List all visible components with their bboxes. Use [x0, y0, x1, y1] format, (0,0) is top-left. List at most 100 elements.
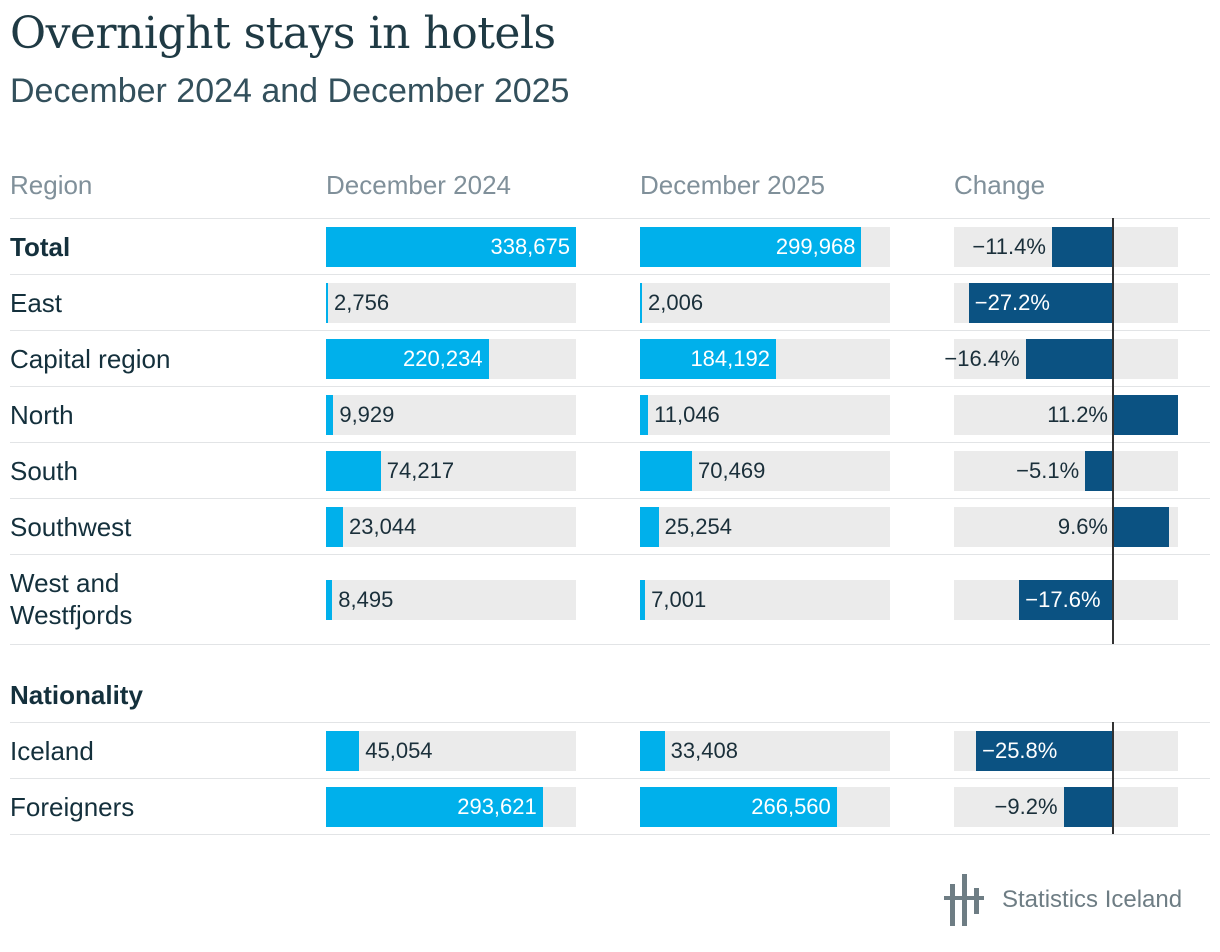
- dec2025-bar: [640, 787, 837, 827]
- dec2025-track: 184,192: [640, 339, 890, 379]
- statistics-iceland-logo-icon: [944, 874, 984, 926]
- dec2025-bar: [640, 580, 646, 620]
- change-bar: [1112, 395, 1178, 435]
- dec2025-value-label: 33,408: [670, 738, 738, 763]
- row-label: Iceland: [10, 736, 94, 766]
- change-bar: [976, 731, 1112, 771]
- change-value-label: −17.6%: [1025, 587, 1101, 612]
- change-bar: [1085, 451, 1112, 491]
- dec2024-bar: [326, 451, 381, 491]
- dec2024-bar: [326, 283, 329, 323]
- dec2024-track: 8,495: [326, 580, 576, 620]
- row-label: Capital region: [10, 344, 171, 374]
- dec2024-bar: [326, 339, 489, 379]
- change-bar: [1019, 580, 1112, 620]
- dec2025-track: 70,469: [640, 451, 890, 491]
- chart-title: Overnight stays in hotels: [10, 8, 556, 59]
- dec2025-track: 2,006: [640, 283, 890, 323]
- dec2024-value-label: 74,217: [386, 458, 455, 483]
- row-divider: [10, 498, 1210, 499]
- dec2025-bar: [640, 507, 659, 547]
- change-value-label: −5.1%: [1016, 458, 1080, 483]
- dec2024-bar: [326, 395, 334, 435]
- change-value-label: −25.8%: [982, 738, 1058, 763]
- dec2025-value-label: 2,006: [648, 290, 704, 315]
- dec2024-track: 220,234: [326, 339, 576, 379]
- change-track: −27.2%: [954, 283, 1178, 323]
- dec2025-track: 25,254: [640, 507, 890, 547]
- dec2025-value-label: 299,968: [775, 234, 856, 259]
- dec2025-track: 266,560: [640, 787, 890, 827]
- row-divider: [10, 386, 1210, 387]
- dec2024-bar: [326, 507, 343, 547]
- dec2024-track: 74,217: [326, 451, 576, 491]
- dec2024-track: 45,054: [326, 731, 576, 771]
- dec2025-track: 11,046: [640, 395, 890, 435]
- dec2024-value-label: 45,054: [365, 738, 433, 763]
- dec2024-value-label: 338,675: [490, 234, 570, 259]
- dec2025-bar: [640, 395, 649, 435]
- change-value-label: −16.4%: [944, 346, 1020, 371]
- change-zero-axis: [1112, 722, 1114, 834]
- change-track: −11.4%: [954, 227, 1178, 267]
- row-divider: [10, 554, 1210, 555]
- row-label: North: [10, 400, 74, 430]
- dec2025-value-label: 25,254: [664, 514, 732, 539]
- change-bar: [968, 283, 1112, 323]
- section-nationality: Nationality: [10, 680, 143, 710]
- row-divider: [10, 442, 1210, 443]
- dec2025-bar: [640, 731, 665, 771]
- dec2024-value-label: 8,495: [338, 587, 394, 612]
- dec2025-bar: [640, 227, 862, 267]
- change-track: −9.2%: [954, 787, 1178, 827]
- change-track: −17.6%: [954, 580, 1178, 620]
- column-header-region: Region: [10, 170, 93, 200]
- dec2024-track: 9,929: [326, 395, 576, 435]
- dec2025-bar: [640, 451, 693, 491]
- row-label: Foreigners: [10, 792, 135, 822]
- dec2025-track: 299,968: [640, 227, 890, 267]
- row-divider: [10, 330, 1210, 331]
- column-header-dec2025: December 2025: [640, 170, 825, 200]
- dec2024-value-label: 2,756: [334, 290, 390, 315]
- dec2025-value-label: 266,560: [751, 794, 831, 819]
- dec2025-value-label: 70,469: [698, 458, 766, 483]
- brand-name: Statistics Iceland: [1002, 886, 1183, 913]
- row-label: West and Westfjords: [10, 568, 133, 630]
- dec2024-track: 23,044: [326, 507, 576, 547]
- column-header-dec2024: December 2024: [326, 170, 511, 200]
- change-value-label: 9.6%: [1057, 514, 1108, 539]
- change-bar: [1112, 507, 1169, 547]
- row-divider: [10, 834, 1210, 835]
- row-label: East: [10, 288, 63, 318]
- dec2024-track: 2,756: [326, 283, 576, 323]
- dec2024-bar: [326, 580, 333, 620]
- row-label: Southwest: [10, 512, 132, 542]
- change-bar: [1025, 339, 1112, 379]
- change-track: 11.2%: [954, 395, 1178, 435]
- change-bar: [1051, 227, 1112, 267]
- dec2025-track: 33,408: [640, 731, 890, 771]
- change-track: −25.8%: [954, 731, 1178, 771]
- row-divider: [10, 274, 1210, 275]
- brand-logo: Statistics Iceland: [944, 874, 1182, 926]
- dec2024-track: 293,621: [326, 787, 576, 827]
- row-divider: [10, 218, 1210, 219]
- row-label: Total: [10, 232, 71, 262]
- dec2024-bar: [326, 731, 360, 771]
- row-divider: [10, 644, 1210, 645]
- dec2024-value-label: 220,234: [403, 346, 483, 371]
- column-header-change: Change: [954, 170, 1046, 200]
- change-value-label: 11.2%: [1047, 402, 1108, 427]
- dec2025-value-label: 11,046: [654, 402, 720, 427]
- dec2025-bar: [640, 283, 642, 323]
- dec2025-track: 7,001: [640, 580, 890, 620]
- chart-subtitle: December 2024 and December 2025: [10, 72, 570, 110]
- change-zero-axis: [1112, 218, 1114, 644]
- row-divider: [10, 722, 1210, 723]
- dec2024-bar: [326, 787, 543, 827]
- change-value-label: −27.2%: [974, 290, 1050, 315]
- change-value-label: −9.2%: [994, 794, 1058, 819]
- change-track: −16.4%: [944, 339, 1178, 379]
- dec2025-value-label: 184,192: [690, 346, 770, 371]
